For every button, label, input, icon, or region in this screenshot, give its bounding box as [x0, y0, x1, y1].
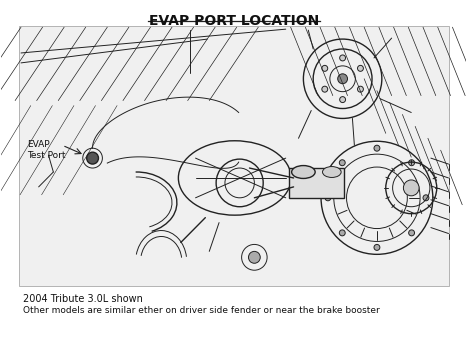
Circle shape — [87, 152, 99, 164]
Circle shape — [357, 65, 364, 71]
Ellipse shape — [292, 165, 315, 179]
Circle shape — [374, 244, 380, 251]
Text: 2004 Tribute 3.0L shown: 2004 Tribute 3.0L shown — [23, 294, 143, 304]
FancyBboxPatch shape — [19, 26, 448, 286]
Circle shape — [409, 230, 415, 236]
Text: EVAP
Test Port: EVAP Test Port — [27, 140, 65, 160]
Circle shape — [337, 74, 347, 84]
Circle shape — [248, 251, 260, 263]
Circle shape — [403, 180, 419, 196]
Circle shape — [340, 97, 346, 102]
Bar — [289, 168, 344, 198]
Circle shape — [340, 55, 346, 61]
Circle shape — [423, 195, 429, 201]
Circle shape — [322, 65, 328, 71]
Circle shape — [339, 230, 345, 236]
Text: Other models are similar ether on driver side fender or near the brake booster: Other models are similar ether on driver… — [23, 306, 380, 315]
Text: EVAP PORT LOCATION: EVAP PORT LOCATION — [149, 14, 319, 28]
Circle shape — [374, 145, 380, 151]
Circle shape — [409, 160, 415, 166]
Ellipse shape — [322, 166, 341, 177]
Circle shape — [322, 86, 328, 92]
Circle shape — [357, 86, 364, 92]
Circle shape — [339, 160, 345, 166]
Circle shape — [325, 195, 331, 201]
